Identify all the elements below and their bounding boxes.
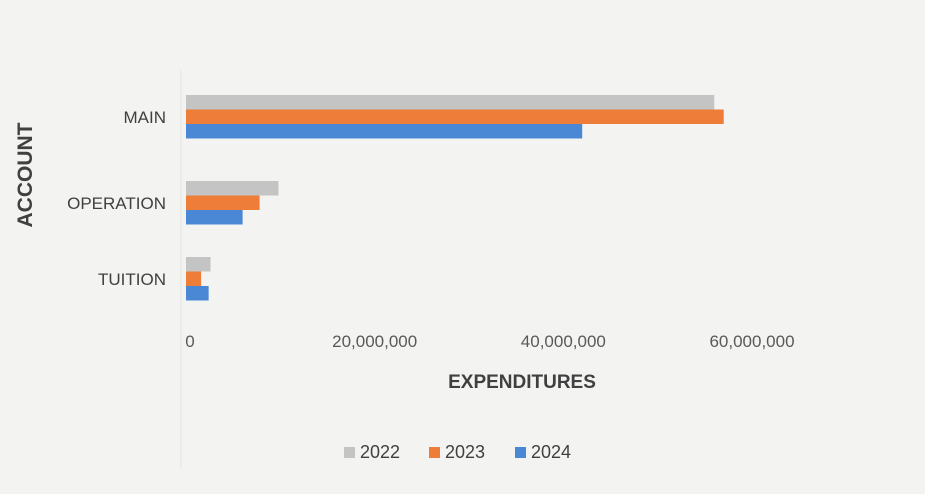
y-axis-title: ACCOUNT bbox=[14, 122, 37, 227]
bar-tuition-2023 bbox=[186, 271, 202, 286]
legend-swatch-2024 bbox=[515, 447, 526, 458]
x-tick-label: 40,000,000 bbox=[521, 332, 606, 351]
bar-main-2022 bbox=[186, 95, 715, 110]
category-label-main: MAIN bbox=[124, 108, 167, 127]
bar-operation-2024 bbox=[186, 210, 243, 225]
bar-tuition-2024 bbox=[186, 286, 209, 301]
legend-label-2023: 2023 bbox=[445, 442, 485, 462]
legend-swatch-2023 bbox=[429, 447, 440, 458]
bar-operation-2023 bbox=[186, 195, 260, 210]
category-labels: MAIN OPERATION TUITION bbox=[67, 108, 166, 289]
x-tick-labels: 0 20,000,000 40,000,000 60,000,000 bbox=[185, 332, 794, 351]
bar-main-2023 bbox=[186, 109, 724, 124]
legend: 2022 2023 2024 bbox=[344, 442, 571, 462]
x-tick-label: 60,000,000 bbox=[709, 332, 794, 351]
x-tick-label: 20,000,000 bbox=[332, 332, 417, 351]
x-tick-label: 0 bbox=[185, 332, 194, 351]
category-label-operation: OPERATION bbox=[67, 194, 166, 213]
bar-main-2024 bbox=[186, 124, 583, 139]
x-axis-title: EXPENDITURES bbox=[448, 372, 596, 393]
bar-operation-2022 bbox=[186, 181, 279, 196]
legend-label-2022: 2022 bbox=[360, 442, 400, 462]
bars-group bbox=[186, 95, 724, 301]
legend-swatch-2022 bbox=[344, 447, 355, 458]
category-label-tuition: TUITION bbox=[98, 270, 166, 289]
bar-tuition-2022 bbox=[186, 257, 211, 272]
legend-label-2024: 2024 bbox=[531, 442, 571, 462]
